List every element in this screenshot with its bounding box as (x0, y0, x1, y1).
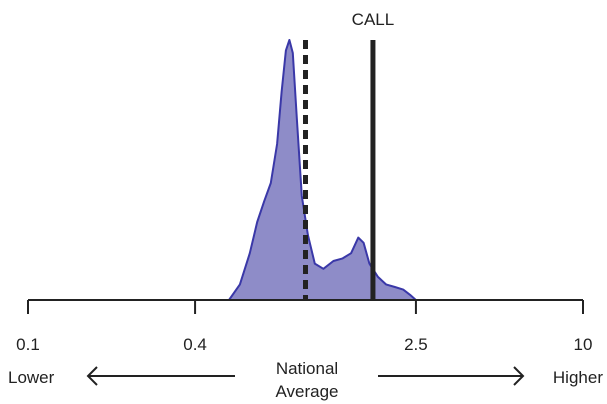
left-arrow-icon (86, 366, 235, 386)
national-average-label-line1: National (276, 359, 338, 378)
arrow-head (86, 366, 98, 386)
higher-label: Higher (553, 368, 603, 387)
call-marker-label: CALL (352, 10, 395, 29)
x-tick-label: 2.5 (404, 335, 428, 354)
arrow-head (513, 366, 525, 386)
x-tick-label: 10 (574, 335, 593, 354)
right-arrow-icon (378, 366, 525, 386)
x-tick-label: 0.1 (16, 335, 40, 354)
x-axis-ticks: 0.1 0.4 2.5 10 (16, 300, 592, 354)
density-area (228, 39, 417, 301)
lower-label: Lower (8, 368, 55, 387)
national-average-label-line2: Average (275, 382, 338, 401)
x-tick-label: 0.4 (183, 335, 207, 354)
